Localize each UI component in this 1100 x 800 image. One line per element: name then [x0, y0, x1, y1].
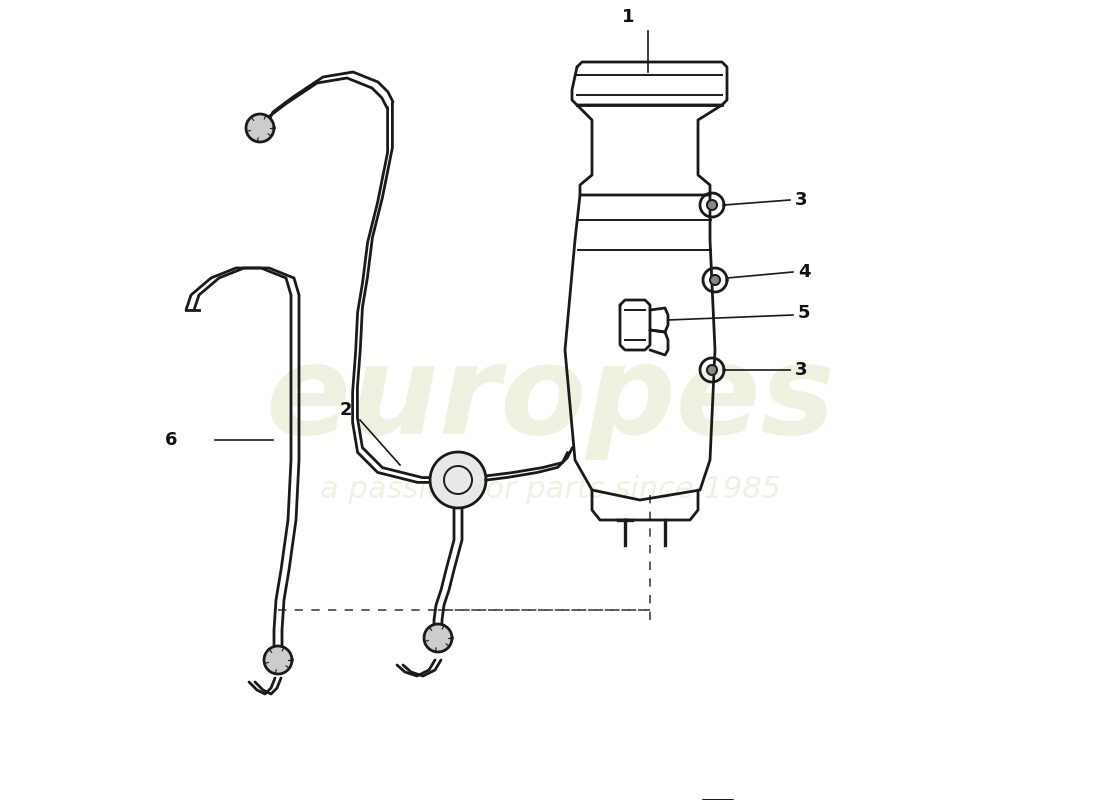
Text: europes: europes	[265, 339, 835, 461]
Polygon shape	[707, 365, 717, 375]
Polygon shape	[264, 646, 292, 674]
Text: a passion for parts since 1985: a passion for parts since 1985	[319, 475, 781, 505]
Text: 1: 1	[621, 8, 635, 26]
Text: 4: 4	[798, 263, 811, 281]
Polygon shape	[710, 275, 720, 285]
Polygon shape	[707, 200, 717, 210]
Polygon shape	[424, 624, 452, 652]
Polygon shape	[430, 452, 486, 508]
Text: 6: 6	[165, 431, 177, 449]
Polygon shape	[246, 114, 274, 142]
Text: 3: 3	[795, 361, 807, 379]
Text: 2: 2	[340, 401, 352, 419]
Text: 3: 3	[795, 191, 807, 209]
Text: 5: 5	[798, 304, 811, 322]
